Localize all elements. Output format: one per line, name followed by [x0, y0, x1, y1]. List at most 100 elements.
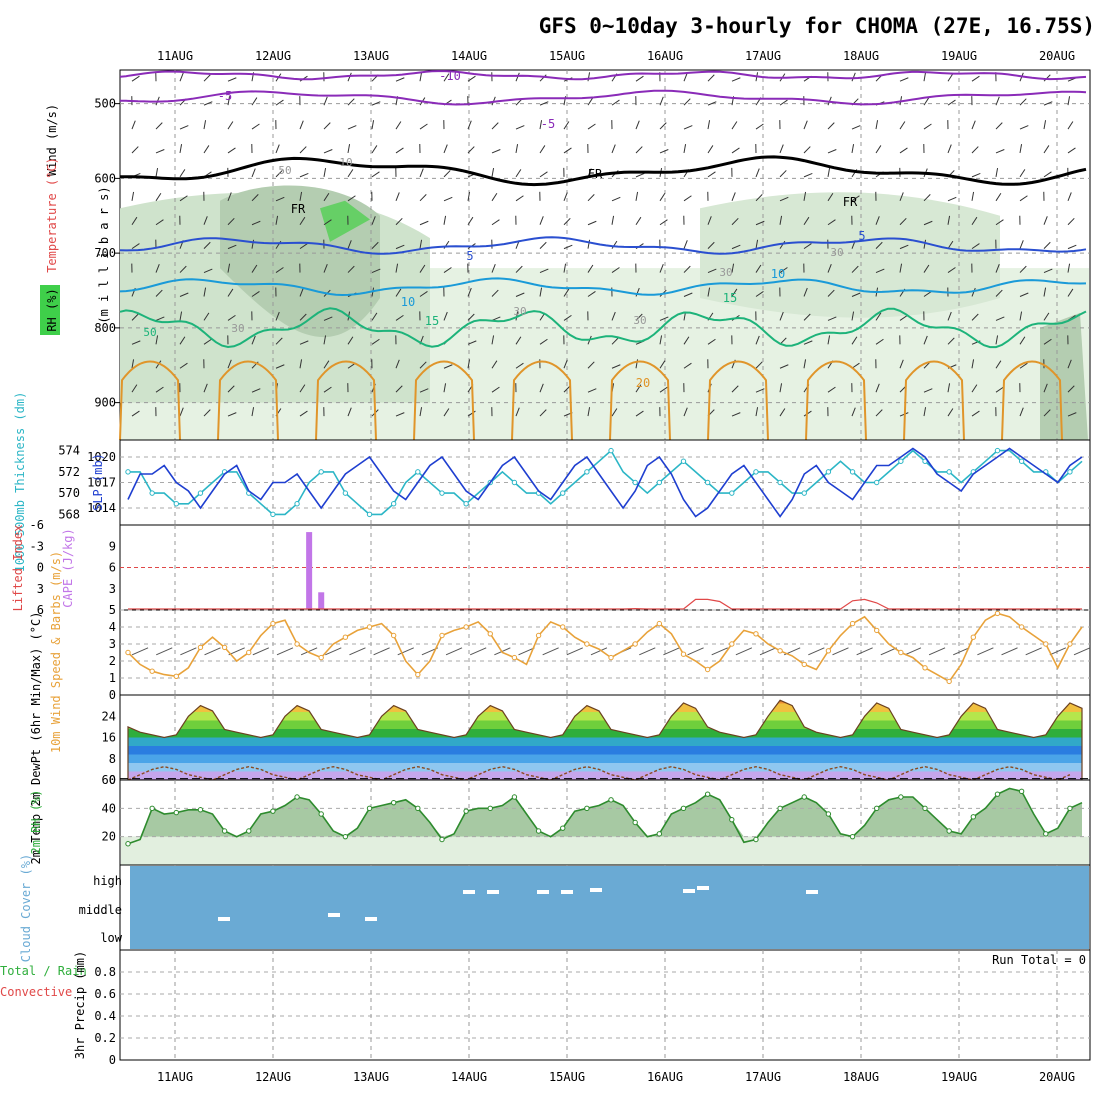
wind-barb	[659, 192, 666, 202]
tick-label: 1014	[87, 501, 116, 515]
cloud-panel: high middle low Cloud Cover (%)	[19, 854, 1091, 962]
data-point	[849, 469, 856, 475]
contour-label: 30	[719, 266, 732, 279]
wind-barb	[803, 146, 811, 154]
wind-barb	[131, 146, 139, 154]
contour-20	[315, 360, 377, 441]
dewpoint-line	[127, 765, 1071, 781]
temp-band	[128, 720, 1082, 729]
wind-barb	[395, 288, 402, 297]
wind-barb	[323, 192, 330, 202]
data-point	[656, 479, 663, 486]
wind-barb	[515, 292, 525, 297]
wind-barb	[947, 383, 951, 393]
data-point	[463, 501, 469, 507]
wind-barb	[515, 195, 524, 202]
contour-5	[119, 236, 1087, 255]
data-point	[994, 447, 1001, 454]
wind-barb	[755, 291, 764, 297]
precip-total-label: Total / Rain	[0, 964, 87, 978]
wind-barb	[347, 407, 352, 417]
tick-label: 568	[58, 507, 80, 521]
wind-barb	[971, 287, 976, 297]
wind-barb	[299, 340, 309, 345]
wind-barb	[395, 412, 405, 417]
data-point	[270, 511, 276, 518]
date-label: 16AUG	[647, 49, 683, 63]
wind-barb	[1019, 407, 1024, 417]
level-label: 900	[94, 396, 116, 410]
wind-barb	[515, 72, 520, 82]
wind-barb	[971, 146, 979, 154]
tick-label: 9	[109, 539, 116, 553]
data-point	[487, 631, 493, 637]
wind-barb	[371, 145, 378, 154]
tick-label: 6	[37, 603, 44, 617]
contour-20	[413, 360, 475, 441]
data-point	[270, 808, 276, 814]
wind-barb	[227, 96, 231, 106]
wind-barb	[731, 263, 735, 273]
date-label: 18AUG	[843, 1070, 879, 1084]
wind-barb	[275, 144, 280, 154]
data-point	[729, 816, 735, 823]
wind-barb	[663, 647, 680, 656]
data-point	[922, 665, 928, 671]
wind-barb	[491, 264, 496, 273]
wind-barb	[995, 360, 1002, 369]
data-point	[753, 631, 759, 637]
data-point	[149, 668, 155, 674]
wind-barb	[419, 264, 426, 273]
data-point	[994, 791, 1001, 797]
level-label: 700	[94, 246, 116, 260]
wind-barb	[299, 146, 307, 154]
wind-barb	[443, 267, 452, 273]
wind-barb	[419, 291, 428, 297]
data-point	[390, 501, 397, 507]
data-point	[390, 632, 397, 639]
wind-barb	[899, 263, 903, 273]
wind-barb	[1067, 385, 1075, 393]
data-point	[801, 661, 807, 668]
tick-label: 1	[109, 671, 116, 685]
wind-barb	[227, 263, 231, 273]
data-point	[342, 833, 349, 840]
data-point	[318, 654, 324, 661]
tick-label: 0	[109, 1053, 116, 1067]
data-point	[584, 641, 590, 647]
data-point	[221, 644, 228, 651]
wind-barb	[251, 407, 255, 417]
wind-barb	[539, 101, 549, 106]
wind-barb	[539, 287, 543, 297]
wind-barb	[635, 287, 640, 297]
data-point	[294, 794, 300, 800]
contour-20	[903, 360, 965, 441]
wind-barb	[659, 335, 663, 345]
wind-barb	[371, 241, 379, 249]
wind-barb	[827, 335, 831, 345]
data-point	[656, 831, 663, 837]
wind-barb	[156, 647, 173, 656]
wind-barb	[899, 314, 908, 321]
wind-barb	[325, 647, 342, 656]
wind-barb	[539, 74, 547, 82]
wind-barb	[687, 647, 704, 656]
rh2m-panel: 60 40 20 2m RH (%)	[29, 773, 1091, 866]
wind-barb	[131, 216, 138, 225]
tick-label: 574	[58, 444, 80, 458]
tick-label: 8	[109, 752, 116, 766]
wind-barb	[707, 241, 715, 249]
wind-barb	[947, 144, 952, 154]
wind-barb	[590, 647, 608, 656]
wind-barb	[611, 337, 619, 345]
wind-barb	[395, 217, 403, 226]
wind-barb	[971, 313, 979, 321]
wind-barb	[539, 241, 547, 249]
wind-barb	[875, 383, 880, 393]
temp-band	[128, 737, 1082, 746]
wind-barb	[611, 215, 615, 225]
contour-label: 20	[636, 376, 650, 390]
data-point	[608, 447, 614, 454]
wind-barb	[1019, 169, 1026, 178]
data-point	[463, 808, 469, 814]
